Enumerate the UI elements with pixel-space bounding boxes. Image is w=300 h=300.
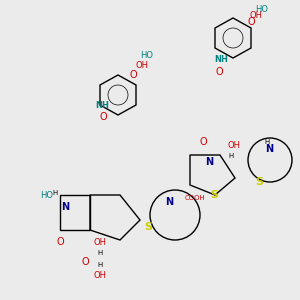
Text: COOH: COOH: [185, 195, 206, 201]
Text: OH: OH: [250, 11, 263, 20]
Text: HO: HO: [140, 51, 153, 60]
Text: O: O: [100, 112, 108, 122]
Text: S: S: [210, 190, 218, 200]
Text: S: S: [144, 222, 152, 232]
Text: O: O: [248, 17, 256, 27]
Text: N: N: [205, 157, 213, 167]
Text: OH: OH: [94, 238, 106, 247]
Text: H: H: [98, 262, 103, 268]
Text: OH: OH: [94, 271, 106, 280]
Text: H: H: [52, 190, 58, 196]
Text: H: H: [264, 139, 269, 145]
Text: O: O: [200, 137, 208, 147]
Text: O: O: [215, 67, 223, 77]
Text: HO: HO: [255, 5, 268, 14]
Text: HO: HO: [40, 191, 53, 200]
Text: NH: NH: [95, 101, 109, 110]
Text: N: N: [265, 144, 273, 154]
Text: O: O: [81, 257, 89, 267]
Text: N: N: [61, 202, 69, 212]
Text: H: H: [228, 153, 233, 159]
Text: H: H: [98, 250, 103, 256]
Text: N: N: [165, 197, 173, 207]
Text: OH: OH: [135, 61, 148, 70]
Text: O: O: [130, 70, 138, 80]
Text: OH: OH: [228, 141, 241, 150]
Text: NH: NH: [214, 55, 228, 64]
Text: O: O: [56, 237, 64, 247]
Text: S: S: [255, 177, 263, 187]
